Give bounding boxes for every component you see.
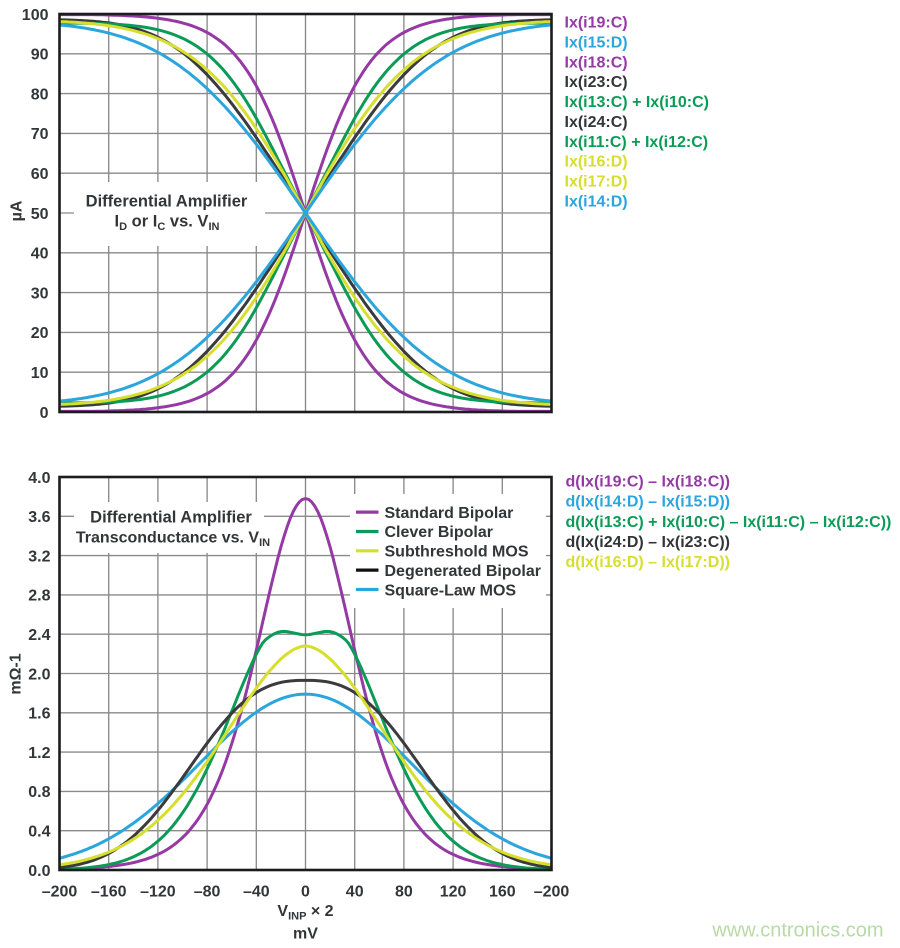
svg-text:Ix(i17:D): Ix(i17:D): [565, 174, 628, 191]
svg-text:Square-Law MOS: Square-Law MOS: [385, 582, 517, 599]
svg-text:70: 70: [31, 126, 49, 143]
svg-text:3.2: 3.2: [28, 548, 50, 565]
svg-text:120: 120: [440, 884, 467, 901]
svg-text:Standard Bipolar: Standard Bipolar: [385, 505, 514, 522]
svg-text:80: 80: [395, 884, 413, 901]
svg-text:d(Ix(i16:D) – Ix(i17:D)): d(Ix(i16:D) – Ix(i17:D)): [566, 554, 730, 571]
svg-text:–120: –120: [140, 884, 176, 901]
svg-text:d(Ix(i19:C) – Ix(i18:C)): d(Ix(i19:C) – Ix(i18:C)): [566, 474, 730, 491]
svg-text:40: 40: [31, 246, 49, 263]
svg-text:–200: –200: [42, 884, 78, 901]
svg-text:–80: –80: [194, 884, 221, 901]
svg-text:mV: mV: [293, 926, 318, 943]
svg-text:www.cntronics.com: www.cntronics.com: [711, 920, 883, 942]
svg-text:2.8: 2.8: [28, 588, 50, 605]
svg-text:0.4: 0.4: [28, 824, 50, 841]
svg-text:µA: µA: [9, 200, 26, 221]
svg-text:–160: –160: [91, 884, 127, 901]
svg-text:60: 60: [31, 166, 49, 183]
svg-text:0: 0: [301, 884, 310, 901]
svg-text:100: 100: [22, 7, 49, 24]
svg-text:d(Ix(i14:D) – Ix(i15:D)): d(Ix(i14:D) – Ix(i15:D)): [566, 494, 730, 511]
svg-text:Ix(i23:C): Ix(i23:C): [565, 74, 628, 91]
svg-text:Ix(i24:C): Ix(i24:C): [565, 114, 628, 131]
svg-text:0.0: 0.0: [28, 863, 50, 880]
svg-text:Transconductance vs. VIN: Transconductance vs. VIN: [76, 530, 270, 550]
svg-text:90: 90: [31, 47, 49, 64]
svg-text:Ix(i11:C) + Ix(i12:C): Ix(i11:C) + Ix(i12:C): [565, 134, 709, 151]
svg-text:Subthreshold MOS: Subthreshold MOS: [385, 544, 529, 561]
svg-text:80: 80: [31, 86, 49, 103]
svg-text:3.6: 3.6: [28, 509, 50, 526]
svg-text:Ix(i16:D): Ix(i16:D): [565, 154, 628, 171]
svg-text:Differential Amplifier: Differential Amplifier: [86, 192, 248, 210]
svg-text:Ix(i13:C) + Ix(i10:C): Ix(i13:C) + Ix(i10:C): [565, 94, 709, 111]
svg-text:2.0: 2.0: [28, 666, 50, 683]
svg-text:Degenerated Bipolar: Degenerated Bipolar: [385, 563, 541, 580]
svg-text:0.8: 0.8: [28, 784, 50, 801]
svg-text:1.6: 1.6: [28, 706, 50, 723]
svg-text:1.2: 1.2: [28, 745, 50, 762]
svg-text:VINP × 2: VINP × 2: [277, 903, 333, 923]
svg-text:10: 10: [31, 365, 49, 382]
svg-text:2.4: 2.4: [28, 627, 50, 644]
svg-text:–200: –200: [534, 884, 570, 901]
svg-text:Clever Bipolar: Clever Bipolar: [385, 524, 493, 541]
svg-text:50: 50: [31, 206, 49, 223]
svg-text:Ix(i15:D): Ix(i15:D): [565, 35, 628, 52]
svg-text:Differential Amplifier: Differential Amplifier: [90, 508, 252, 526]
svg-text:ID or IC vs. VIN: ID or IC vs. VIN: [115, 213, 220, 234]
svg-text:4.0: 4.0: [28, 470, 50, 487]
svg-text:Ix(i19:C): Ix(i19:C): [565, 15, 628, 32]
svg-text:Ix(i14:D): Ix(i14:D): [565, 193, 628, 210]
svg-text:d(Ix(i24:D) – Ix(i23:C)): d(Ix(i24:D) – Ix(i23:C)): [566, 534, 730, 551]
svg-text:160: 160: [489, 884, 516, 901]
svg-text:30: 30: [31, 285, 49, 302]
svg-text:d(Ix(i13:C) + Ix(i10:C) – Ix(i: d(Ix(i13:C) + Ix(i10:C) – Ix(i11:C) – Ix…: [566, 514, 892, 531]
svg-text:mΩ-1: mΩ-1: [8, 653, 25, 694]
svg-text:0: 0: [40, 405, 49, 422]
svg-text:20: 20: [31, 325, 49, 342]
svg-text:Ix(i18:C): Ix(i18:C): [565, 54, 628, 71]
svg-text:40: 40: [346, 884, 364, 901]
svg-text:–40: –40: [243, 884, 270, 901]
